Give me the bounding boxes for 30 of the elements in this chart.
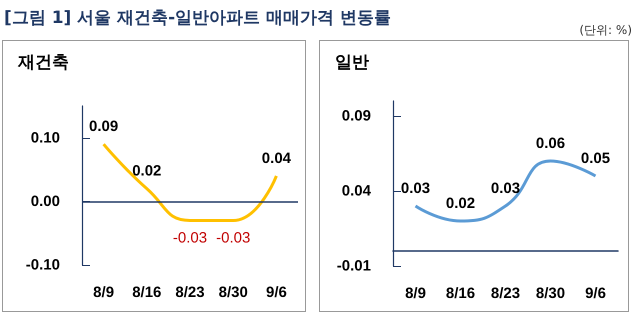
data-label: 0.02 bbox=[132, 162, 162, 180]
data-label: 0.06 bbox=[536, 135, 566, 152]
data-label: -0.03 bbox=[172, 229, 208, 246]
y-tick-label: -0.10 bbox=[26, 256, 60, 274]
y-tick-label: 0.04 bbox=[342, 182, 372, 200]
x-tick-label: 9/6 bbox=[585, 285, 606, 302]
x-tick-label: 8/9 bbox=[93, 284, 114, 301]
data-label: 0.05 bbox=[580, 150, 610, 167]
chart-subtitle: 일반 bbox=[335, 52, 369, 72]
data-label: -0.03 bbox=[216, 229, 250, 246]
x-tick-label: 8/30 bbox=[536, 285, 566, 302]
data-label: 0.09 bbox=[89, 118, 118, 136]
chart-title: [그림 1] 서울 재건축-일반아파트 매매가격 변동률 bbox=[4, 7, 392, 29]
x-tick-label: 8/30 bbox=[218, 284, 248, 301]
text: (단위: %) bbox=[579, 22, 632, 39]
data-label: 0.03 bbox=[400, 180, 430, 197]
y-tick-label: 0.10 bbox=[30, 129, 60, 146]
x-tick-label: 8/9 bbox=[405, 285, 426, 302]
x-tick-label: 8/23 bbox=[490, 285, 520, 302]
data-label: 0.04 bbox=[262, 150, 292, 167]
chart-subtitle: 재건축 bbox=[17, 52, 69, 72]
x-tick-label: 9/6 bbox=[266, 284, 287, 301]
data-label: 0.02 bbox=[446, 195, 476, 212]
x-tick-label: 8/16 bbox=[132, 284, 162, 301]
x-tick-label: 8/23 bbox=[175, 284, 205, 301]
y-tick-label: 0.00 bbox=[30, 192, 60, 210]
y-tick-label: -0.01 bbox=[336, 258, 371, 274]
y-tick-label: 0.09 bbox=[342, 108, 371, 124]
x-tick-label: 8/16 bbox=[446, 285, 476, 302]
data-label: 0.03 bbox=[490, 180, 520, 197]
